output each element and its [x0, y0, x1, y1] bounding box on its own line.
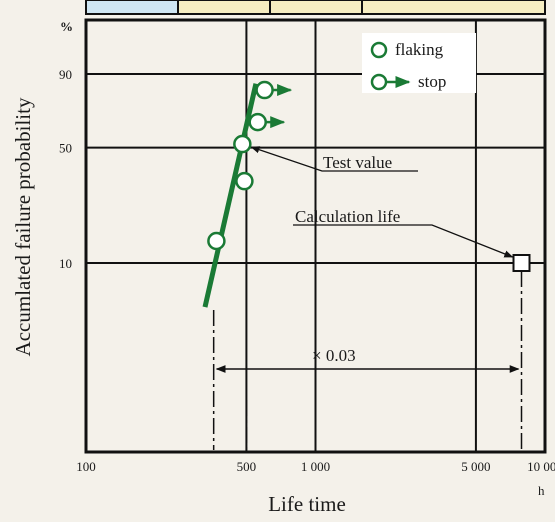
- x-tick-label: 1 000: [301, 459, 330, 474]
- data-marks: [202, 80, 531, 308]
- x-tick-label: 500: [237, 459, 257, 474]
- calculation-life-marker: [512, 254, 531, 272]
- tick-labels: 100 500 1 000 5 000 10 000 10 50 90: [59, 67, 555, 474]
- annotation-test-value: Test value: [323, 153, 392, 172]
- dimension-annotation: [212, 271, 523, 452]
- data-point-stop: [248, 112, 267, 132]
- fit-line: [202, 83, 259, 308]
- x-tick-label: 10 000: [527, 459, 555, 474]
- annotation-multiplier: × 0.03: [312, 346, 356, 365]
- legend-stop-marker: [370, 73, 388, 91]
- legend: flaking stop: [362, 33, 476, 93]
- legend-flaking-label: flaking: [395, 40, 444, 59]
- x-unit-label: h: [538, 483, 545, 498]
- x-tick-label: 100: [76, 459, 96, 474]
- data-point-flaking: [235, 171, 254, 191]
- x-axis-title: Life time: [268, 492, 346, 516]
- grid: [86, 20, 545, 452]
- data-point-flaking: [233, 134, 252, 154]
- top-table-strip: [85, 0, 546, 15]
- y-tick-label: 50: [59, 141, 72, 156]
- x-tick-label: 5 000: [461, 459, 490, 474]
- y-unit-label: %: [60, 19, 73, 34]
- legend-flaking-marker: [370, 41, 388, 59]
- data-point-stop: [255, 80, 274, 100]
- test-value-leader: [250, 146, 418, 172]
- y-axis-title: Accumlated failure probability: [11, 97, 35, 356]
- legend-stop-label: stop: [418, 72, 446, 91]
- annotation-calculation-life: Calculation life: [295, 207, 400, 226]
- y-tick-label: 90: [59, 67, 72, 82]
- plot-frame: [84, 18, 547, 454]
- calculation-life-leader: [293, 224, 514, 258]
- y-tick-label: 10: [59, 256, 72, 271]
- data-point-flaking: [207, 231, 226, 251]
